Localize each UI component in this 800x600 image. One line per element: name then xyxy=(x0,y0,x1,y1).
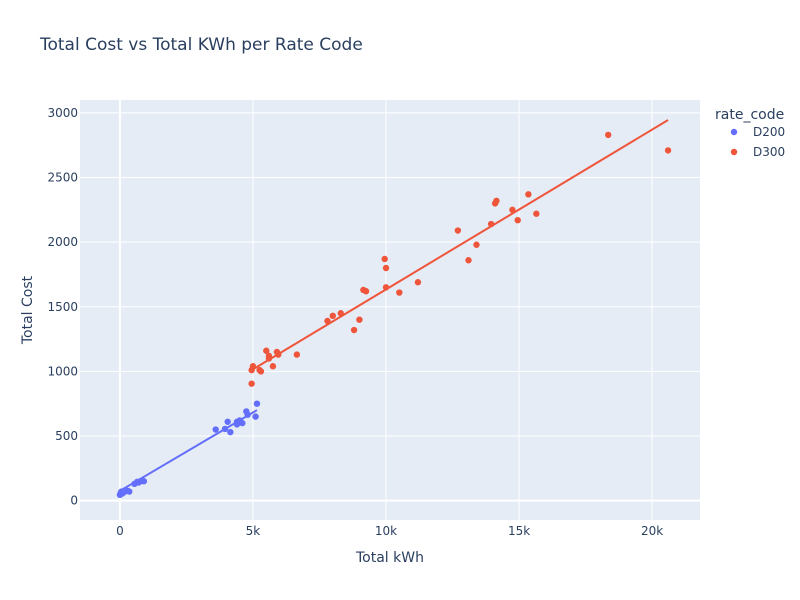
legend[interactable]: rate_code D200 D300 xyxy=(715,107,785,159)
point-d200[interactable] xyxy=(126,488,133,495)
y-tick-label: 3000 xyxy=(47,106,78,120)
y-axis-label: Total Cost xyxy=(20,275,36,345)
legend-item-d200[interactable]: D200 xyxy=(730,125,785,139)
legend-marker xyxy=(730,128,738,136)
point-d300[interactable] xyxy=(382,264,390,272)
point-d300[interactable] xyxy=(329,312,336,320)
point-d300[interactable] xyxy=(664,147,672,154)
gridlines xyxy=(80,100,700,520)
point-d300[interactable] xyxy=(324,317,331,325)
point-d300[interactable] xyxy=(263,347,270,354)
point-d300[interactable] xyxy=(493,197,500,204)
legend-item-d300[interactable]: D300 xyxy=(730,145,785,159)
point-d300[interactable] xyxy=(265,355,273,362)
point-d300[interactable] xyxy=(362,288,370,295)
data-points xyxy=(116,131,672,498)
point-d300[interactable] xyxy=(396,289,403,296)
point-d300[interactable] xyxy=(414,279,422,286)
y-tick-label: 1500 xyxy=(47,300,78,314)
trendline-d300 xyxy=(251,119,669,371)
point-d300[interactable] xyxy=(509,206,516,214)
y-tick-label: 2500 xyxy=(47,171,78,185)
point-d300[interactable] xyxy=(525,191,532,198)
legend-label: D200 xyxy=(753,125,785,139)
point-d300[interactable] xyxy=(257,368,265,375)
x-tick-label: 15k xyxy=(508,524,530,538)
y-tick-label: 0 xyxy=(70,494,78,508)
point-d300[interactable] xyxy=(381,255,388,263)
chart-title: Total Cost vs Total KWh per Rate Code xyxy=(39,35,363,55)
point-d300[interactable] xyxy=(356,316,363,323)
y-axis-ticks: 0 500 1000 1500 2000 2500 3000 xyxy=(47,106,78,508)
point-d300[interactable] xyxy=(382,284,390,291)
point-d200[interactable] xyxy=(224,418,231,425)
y-tick-label: 2000 xyxy=(47,235,78,249)
point-d300[interactable] xyxy=(514,216,521,224)
point-d200[interactable] xyxy=(253,400,261,407)
x-tick-label: 0 xyxy=(116,524,124,538)
y-tick-label: 1000 xyxy=(47,364,78,378)
point-d300[interactable] xyxy=(337,310,344,317)
point-d200[interactable] xyxy=(252,413,259,420)
point-d200[interactable] xyxy=(212,426,219,433)
point-d300[interactable] xyxy=(249,363,257,370)
point-d300[interactable] xyxy=(465,257,472,264)
point-d200[interactable] xyxy=(221,425,229,433)
point-d300[interactable] xyxy=(604,131,612,139)
plot-area xyxy=(80,100,700,520)
point-d300[interactable] xyxy=(275,351,282,358)
y-tick-label: 500 xyxy=(55,429,78,443)
point-d300[interactable] xyxy=(473,241,480,248)
point-d300[interactable] xyxy=(454,227,462,234)
point-d300[interactable] xyxy=(533,210,540,217)
point-d300[interactable] xyxy=(269,363,277,370)
point-d300[interactable] xyxy=(248,380,255,387)
point-d300[interactable] xyxy=(293,351,301,358)
legend-marker xyxy=(730,148,738,156)
point-d300[interactable] xyxy=(350,326,358,334)
x-tick-label: 5k xyxy=(246,524,261,538)
point-d200[interactable] xyxy=(244,411,251,418)
point-d200[interactable] xyxy=(227,428,234,436)
x-axis-label: Total kWh xyxy=(355,550,424,566)
legend-title: rate_code xyxy=(715,107,784,123)
x-tick-label: 20k xyxy=(641,524,663,538)
point-d200[interactable] xyxy=(140,478,148,485)
x-tick-label: 10k xyxy=(375,524,397,538)
point-d300[interactable] xyxy=(487,220,495,228)
point-d200[interactable] xyxy=(239,419,246,427)
x-axis-ticks: 0 5k 10k 15k 20k xyxy=(116,524,663,538)
legend-label: D300 xyxy=(753,145,785,159)
